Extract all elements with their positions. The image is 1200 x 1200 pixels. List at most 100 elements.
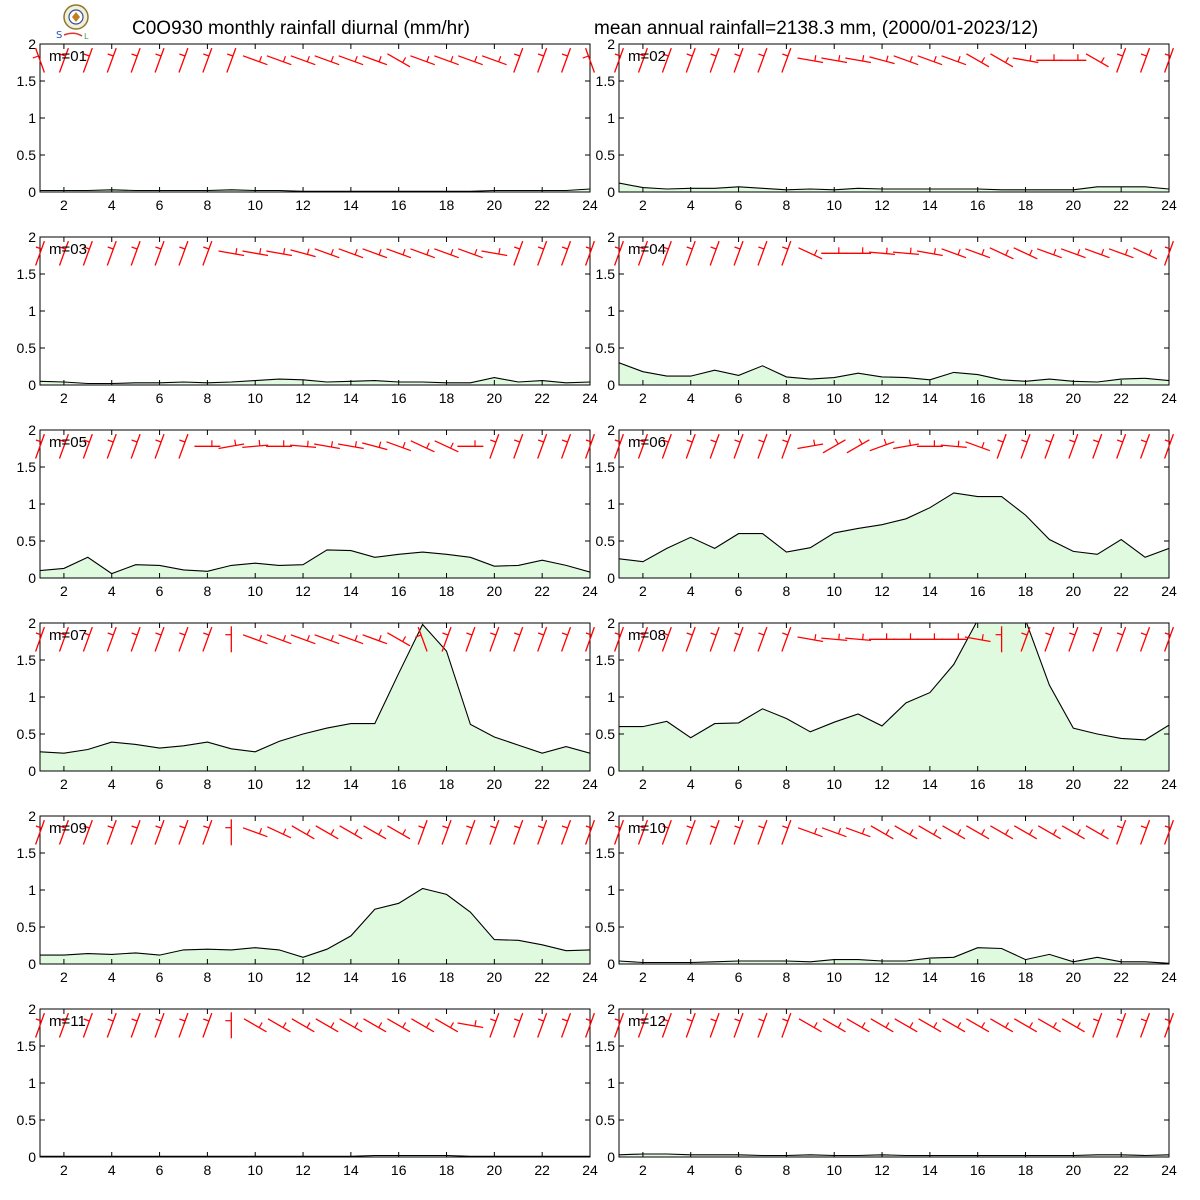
x-tick-label: 12 bbox=[295, 969, 311, 985]
x-tick-label: 20 bbox=[1066, 969, 1082, 985]
wind-barb bbox=[242, 634, 268, 645]
x-tick-label: 14 bbox=[922, 776, 938, 792]
x-tick-label: 12 bbox=[295, 390, 311, 406]
x-tick-label: 4 bbox=[687, 197, 695, 213]
wind-barb bbox=[685, 433, 696, 459]
chart-title: C0O930 monthly rainfall diurnal (mm/hr) bbox=[132, 18, 470, 39]
wind-barb bbox=[1061, 825, 1085, 840]
wind-barb bbox=[870, 825, 894, 840]
rain-line bbox=[40, 887, 590, 958]
y-tick-label: 2 bbox=[607, 422, 615, 438]
wind-barb bbox=[1133, 247, 1158, 260]
x-tick-label: 12 bbox=[874, 390, 890, 406]
y-tick-label: 0.5 bbox=[17, 147, 37, 163]
y-tick-label: 0.5 bbox=[17, 726, 37, 742]
x-tick-label: 16 bbox=[970, 776, 986, 792]
x-tick-label: 16 bbox=[970, 390, 986, 406]
wind-barb bbox=[457, 440, 484, 447]
wind-barb bbox=[560, 47, 572, 73]
x-tick-label: 22 bbox=[1113, 197, 1129, 213]
x-tick-label: 18 bbox=[1018, 583, 1034, 599]
y-tick-label: 0.5 bbox=[17, 340, 37, 356]
x-tick-label: 14 bbox=[343, 1162, 359, 1178]
wind-barb bbox=[846, 1018, 870, 1033]
x-tick-label: 18 bbox=[1018, 390, 1034, 406]
y-tick-label: 2 bbox=[607, 1001, 615, 1017]
wind-barb bbox=[465, 819, 476, 845]
wind-barb bbox=[417, 819, 428, 845]
wind-barb bbox=[637, 47, 649, 73]
x-tick-label: 10 bbox=[826, 197, 842, 213]
wind-barb bbox=[362, 634, 388, 645]
wind-barb bbox=[996, 433, 1007, 459]
wind-barb bbox=[613, 1012, 625, 1038]
x-tick-label: 6 bbox=[735, 390, 743, 406]
panel-label: m=01 bbox=[49, 48, 87, 65]
x-tick-label: 16 bbox=[970, 1162, 986, 1178]
wind-barb bbox=[1036, 54, 1063, 61]
wind-barb bbox=[537, 626, 548, 652]
x-tick-label: 16 bbox=[391, 1162, 407, 1178]
wind-barb bbox=[1060, 248, 1086, 259]
x-tick-label: 6 bbox=[156, 197, 164, 213]
wind-barb bbox=[106, 819, 117, 845]
x-tick-label: 24 bbox=[582, 197, 598, 213]
x-tick-label: 12 bbox=[874, 197, 890, 213]
wind-barb bbox=[225, 819, 232, 846]
x-tick-label: 20 bbox=[1066, 776, 1082, 792]
x-tick-label: 14 bbox=[343, 197, 359, 213]
y-tick-label: 0.5 bbox=[596, 340, 616, 356]
wind-barb bbox=[362, 248, 388, 259]
plot-frame bbox=[39, 429, 591, 579]
y-tick-label: 2 bbox=[28, 1001, 36, 1017]
wind-barb bbox=[1139, 819, 1151, 845]
rain-line bbox=[40, 1154, 590, 1157]
wind-barb bbox=[821, 827, 847, 838]
wind-barb bbox=[537, 819, 548, 845]
wind-barb bbox=[733, 626, 744, 652]
wind-barb bbox=[1044, 433, 1055, 459]
wind-barb bbox=[362, 441, 388, 451]
wind-barb bbox=[387, 53, 411, 68]
wind-barb bbox=[757, 433, 768, 459]
wind-barb bbox=[560, 819, 572, 845]
wind-barb bbox=[582, 47, 596, 73]
wind-barb bbox=[1116, 433, 1127, 459]
wind-barb bbox=[290, 440, 317, 449]
wind-barb bbox=[916, 248, 943, 257]
x-tick-label: 16 bbox=[391, 390, 407, 406]
wind-barb bbox=[415, 626, 428, 652]
wind-barb bbox=[338, 634, 364, 645]
wind-barb bbox=[822, 438, 846, 454]
y-tick-label: 0 bbox=[28, 184, 36, 200]
wind-barb bbox=[685, 47, 696, 73]
wind-barb bbox=[291, 825, 315, 840]
y-tick-label: 0 bbox=[607, 956, 615, 972]
wind-barb bbox=[781, 819, 792, 845]
panel-label: m=02 bbox=[628, 48, 666, 65]
wind-barb bbox=[1092, 626, 1103, 652]
y-tick-label: 1.5 bbox=[17, 1038, 37, 1054]
x-tick-label: 10 bbox=[826, 583, 842, 599]
x-tick-label: 18 bbox=[439, 969, 455, 985]
wind-barb bbox=[194, 440, 221, 447]
wind-barb bbox=[537, 47, 548, 73]
wind-barb bbox=[106, 1012, 117, 1038]
wind-barb bbox=[1061, 1018, 1085, 1033]
wind-barb bbox=[869, 247, 896, 256]
x-tick-label: 24 bbox=[1161, 1162, 1177, 1178]
wind-barb bbox=[434, 55, 459, 66]
x-tick-label: 8 bbox=[203, 583, 211, 599]
wind-barb bbox=[315, 825, 339, 840]
wind-barb bbox=[941, 248, 967, 259]
plot-frame bbox=[618, 1008, 1170, 1158]
x-tick-label: 2 bbox=[639, 1162, 647, 1178]
x-tick-label: 4 bbox=[108, 1162, 116, 1178]
x-tick-label: 22 bbox=[1113, 776, 1129, 792]
y-tick-label: 1.5 bbox=[17, 266, 37, 282]
x-tick-label: 6 bbox=[156, 1162, 164, 1178]
wind-barb bbox=[130, 1012, 141, 1038]
rain-area bbox=[40, 624, 590, 771]
